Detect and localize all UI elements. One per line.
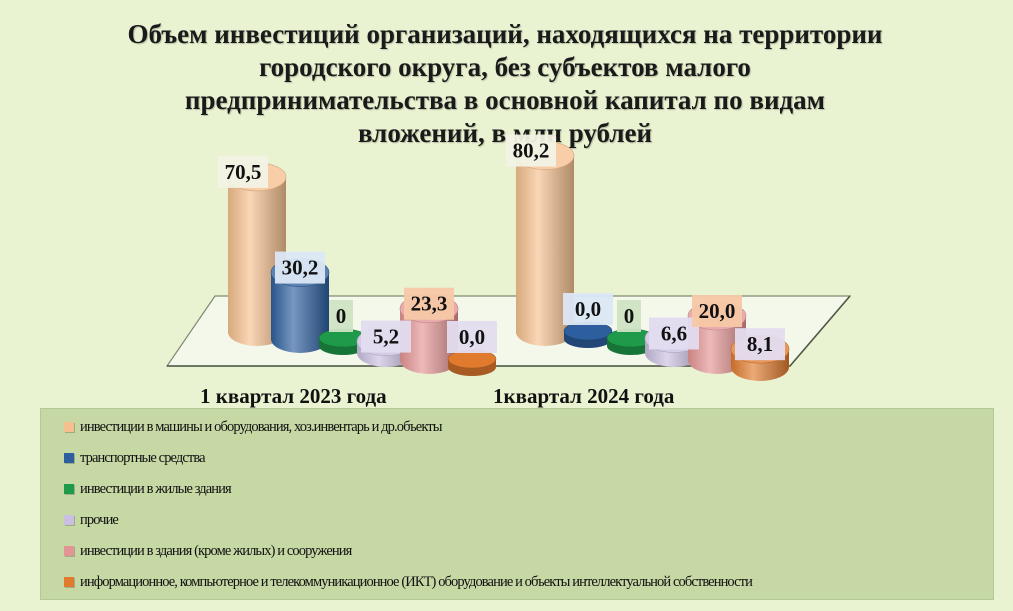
svg-text:30,2: 30,2 [282,256,319,280]
bar-2024-series-2 [563,321,613,348]
legend-label-2: транспортные средства [80,449,206,466]
data-label-2024-series-4: 6,6 [649,317,699,350]
legend-swatch-6 [64,577,74,587]
data-label-2023-series-5: 23,3 [404,287,454,320]
legend-label-6: информационное, компьютерное и телекомму… [80,573,753,590]
svg-text:8,1: 8,1 [747,332,773,356]
svg-text:0,0: 0,0 [459,325,485,349]
legend-swatch-2 [64,453,74,463]
data-label-2024-series-5: 20,0 [692,295,742,327]
data-label-2023-series-1: 70,5 [218,155,268,188]
data-label-2023-series-3: 0 [329,300,353,332]
legend-swatch-1 [64,422,74,432]
legend-item-5: инвестиции в здания (кроме жилых) и соор… [64,539,352,563]
data-label-2023-series-6: 0,0 [447,321,497,353]
bar-2023-series-3 [318,328,368,355]
legend-item-2: транспортные средства [64,446,206,470]
chart-title: Объем инвестиций организаций, находящихс… [127,19,883,148]
legend-swatch-3 [64,484,74,494]
svg-text:20,0: 20,0 [699,299,736,323]
legend-item-6: информационное, компьютерное и телекомму… [64,570,753,594]
svg-text:6,6: 6,6 [661,321,687,345]
svg-text:80,2: 80,2 [513,139,550,163]
legend: инвестиции в машины и оборудования, хоз.… [40,408,994,600]
svg-text:0: 0 [336,304,347,328]
legend-label-1: инвестиции в машины и оборудования, хоз.… [80,418,442,435]
legend-swatch-4 [64,515,74,525]
svg-text:70,5: 70,5 [225,160,262,184]
data-label-2024-series-2: 0,0 [563,293,613,325]
svg-text:0,0: 0,0 [575,297,601,321]
legend-item-4: прочие [64,508,119,532]
bar-2024-series-3 [606,328,656,355]
legend-item-1: инвестиции в машины и оборудования, хоз.… [64,415,442,439]
legend-swatch-5 [64,546,74,556]
legend-label-4: прочие [80,511,119,528]
svg-text:23,3: 23,3 [411,292,448,316]
legend-label-5: инвестиции в здания (кроме жилых) и соор… [80,542,352,559]
data-label-2024-series-3: 0 [617,300,641,332]
svg-text:0: 0 [624,304,635,328]
data-label-2024-series-1: 80,2 [506,134,556,167]
data-label-2023-series-2: 30,2 [275,251,325,284]
category-label-2024: 1квартал 2024 года [493,384,675,408]
category-label-2023: 1 квартал 2023 года [200,384,387,408]
legend-item-3: инвестиции в жилые здания [64,477,232,501]
data-label-2024-series-6: 8,1 [735,328,785,361]
legend-label-3: инвестиции в жилые здания [80,480,232,497]
data-label-2023-series-4: 5,2 [361,320,411,353]
bar-2023-series-6 [447,349,497,376]
svg-text:5,2: 5,2 [373,325,399,349]
